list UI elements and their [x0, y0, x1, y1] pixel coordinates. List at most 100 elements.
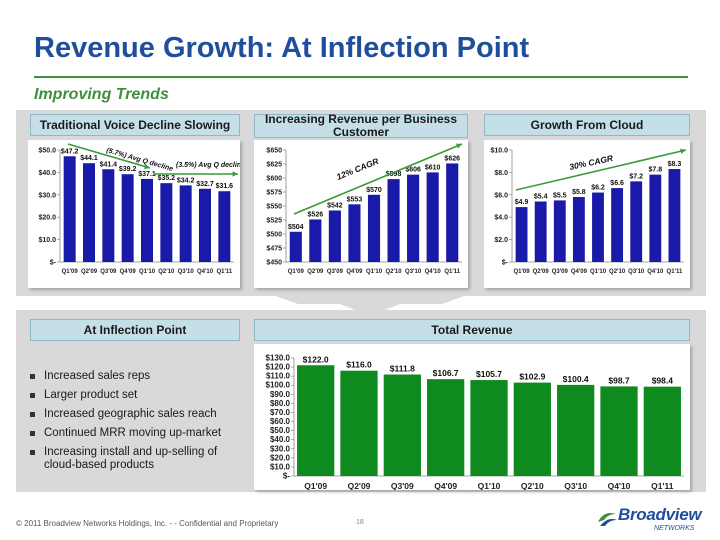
header-cloud: Growth From Cloud — [484, 114, 690, 136]
bullet-text: Increased geographic sales reach — [44, 408, 217, 420]
bar — [63, 156, 76, 262]
data-label: $606 — [405, 167, 421, 174]
x-tick-label: Q1'10 — [478, 481, 501, 490]
data-label: $35.2 — [158, 175, 176, 182]
data-label: $111.8 — [390, 364, 415, 374]
x-tick-label: Q3'10 — [178, 269, 195, 275]
bar — [141, 178, 153, 262]
growth-arrow — [515, 149, 687, 191]
bullet-text: Increased sales reps — [44, 370, 151, 382]
y-tick-label: $450 — [266, 260, 282, 267]
y-tick-label: $10.0 — [38, 237, 56, 244]
logo-swirl-icon — [598, 513, 617, 526]
x-tick-label: Q3'10 — [628, 269, 645, 275]
cloud-chart-panel: $- $2.0 $4.0 $6.0 $8.0 $10.0 $4.9 Q1'09 $5.4 Q2'0… — [484, 140, 690, 288]
bar — [367, 194, 381, 262]
x-tick-label: Q4'10 — [647, 269, 664, 275]
bar — [553, 200, 566, 262]
data-label: $122.0 — [303, 354, 329, 364]
inflection-bullet-list: Increased sales reps Larger product set … — [30, 370, 245, 478]
bar — [427, 379, 465, 476]
bullet-text: Increasing install and up-selling of clo… — [44, 446, 218, 471]
voice-decline-chart: $- $10.0 $20.0 $30.0 $40.0 $50.0 $47.2 Q1'09 $44… — [38, 143, 245, 275]
x-tick-label: Q2'10 — [158, 269, 175, 275]
bar — [611, 188, 624, 262]
bar — [572, 197, 585, 262]
x-tick-label: Q2'10 — [386, 269, 403, 275]
y-tick-label: $50.0 — [270, 426, 291, 435]
data-label: $39.2 — [119, 166, 137, 173]
x-tick-label: Q4'10 — [425, 269, 442, 275]
data-label: $116.0 — [346, 360, 372, 370]
broadview-logo: Broadview NETWORKS — [594, 504, 714, 538]
bullet-item: Larger product set — [30, 389, 245, 402]
bar — [348, 204, 361, 262]
y-tick-label: $600 — [266, 176, 282, 183]
bar — [83, 163, 95, 262]
data-label: $44.1 — [80, 155, 98, 162]
y-tick-label: $110.0 — [266, 372, 291, 381]
bar — [340, 370, 378, 476]
side-arrow — [240, 346, 258, 492]
bar — [592, 192, 604, 262]
data-label: $626 — [444, 155, 460, 162]
x-tick-label: Q1'11 — [444, 269, 460, 275]
data-label: $100.4 — [563, 374, 589, 384]
bullet-text: Continued MRR moving up-market — [44, 427, 222, 439]
bar — [179, 185, 192, 262]
data-label: $5.5 — [553, 192, 567, 199]
x-tick-label: Q4'09 — [120, 269, 137, 275]
data-label: $7.2 — [629, 173, 643, 180]
y-tick-label: $8.0 — [494, 170, 508, 177]
data-label: $31.6 — [216, 183, 234, 190]
data-label: $34.2 — [177, 177, 195, 184]
x-tick-label: Q3'10 — [405, 269, 422, 275]
page-number: 18 — [356, 519, 364, 526]
growth-arrow — [293, 143, 463, 215]
y-tick-label: $550 — [266, 204, 282, 211]
y-tick-label: $650 — [266, 148, 282, 155]
voice-chart-panel: $- $10.0 $20.0 $30.0 $40.0 $50.0 $47.2 Q1'09 $44… — [28, 140, 245, 288]
x-tick-label: Q4'10 — [197, 269, 214, 275]
x-tick-label: Q1'11 — [667, 269, 683, 275]
annotation-text: (3.5%) Avg Q decline — [176, 162, 240, 169]
bar — [470, 380, 508, 476]
y-tick-label: $10.0 — [490, 148, 508, 155]
arrow-head — [144, 163, 150, 169]
bar — [102, 169, 115, 262]
data-label: $47.2 — [61, 148, 79, 155]
y-tick-label: $4.0 — [494, 215, 508, 222]
bar — [407, 174, 420, 262]
x-tick-label: Q2'09 — [81, 269, 98, 275]
y-tick-label: $120.0 — [266, 363, 291, 372]
bar — [289, 231, 302, 262]
data-label: $6.2 — [591, 185, 605, 192]
bar — [600, 386, 638, 476]
bar — [328, 210, 341, 262]
page-title: Revenue Growth: At Inflection Point — [34, 32, 530, 64]
bar — [426, 172, 439, 262]
x-tick-label: Q4'10 — [608, 481, 631, 490]
x-tick-label: Q1'10 — [590, 269, 607, 275]
y-tick-label: $20.0 — [38, 215, 56, 222]
bar — [121, 174, 134, 262]
y-tick-label: $20.0 — [270, 453, 291, 462]
bar — [387, 179, 400, 262]
bar — [515, 207, 528, 262]
arrow-head — [456, 143, 462, 149]
y-tick-label: $30.0 — [270, 444, 291, 453]
bar — [643, 386, 681, 476]
bar — [160, 183, 173, 262]
bar — [534, 201, 547, 262]
bullet-marker — [30, 412, 35, 417]
data-label: $570 — [366, 187, 382, 194]
bullet-text: Larger product set — [44, 389, 138, 401]
y-tick-label: $50.0 — [38, 148, 56, 155]
data-label: $542 — [327, 202, 343, 209]
y-tick-label: $40.0 — [270, 435, 291, 444]
bar — [218, 191, 231, 262]
data-label: $610 — [425, 164, 441, 171]
y-tick-label: $475 — [266, 246, 282, 253]
header-customer: Increasing Revenue per Business Customer — [254, 113, 468, 139]
revenue-per-customer-chart: $450 $475 $500 $525 $550 $575 $600 $625 $650 $504… — [266, 143, 463, 275]
